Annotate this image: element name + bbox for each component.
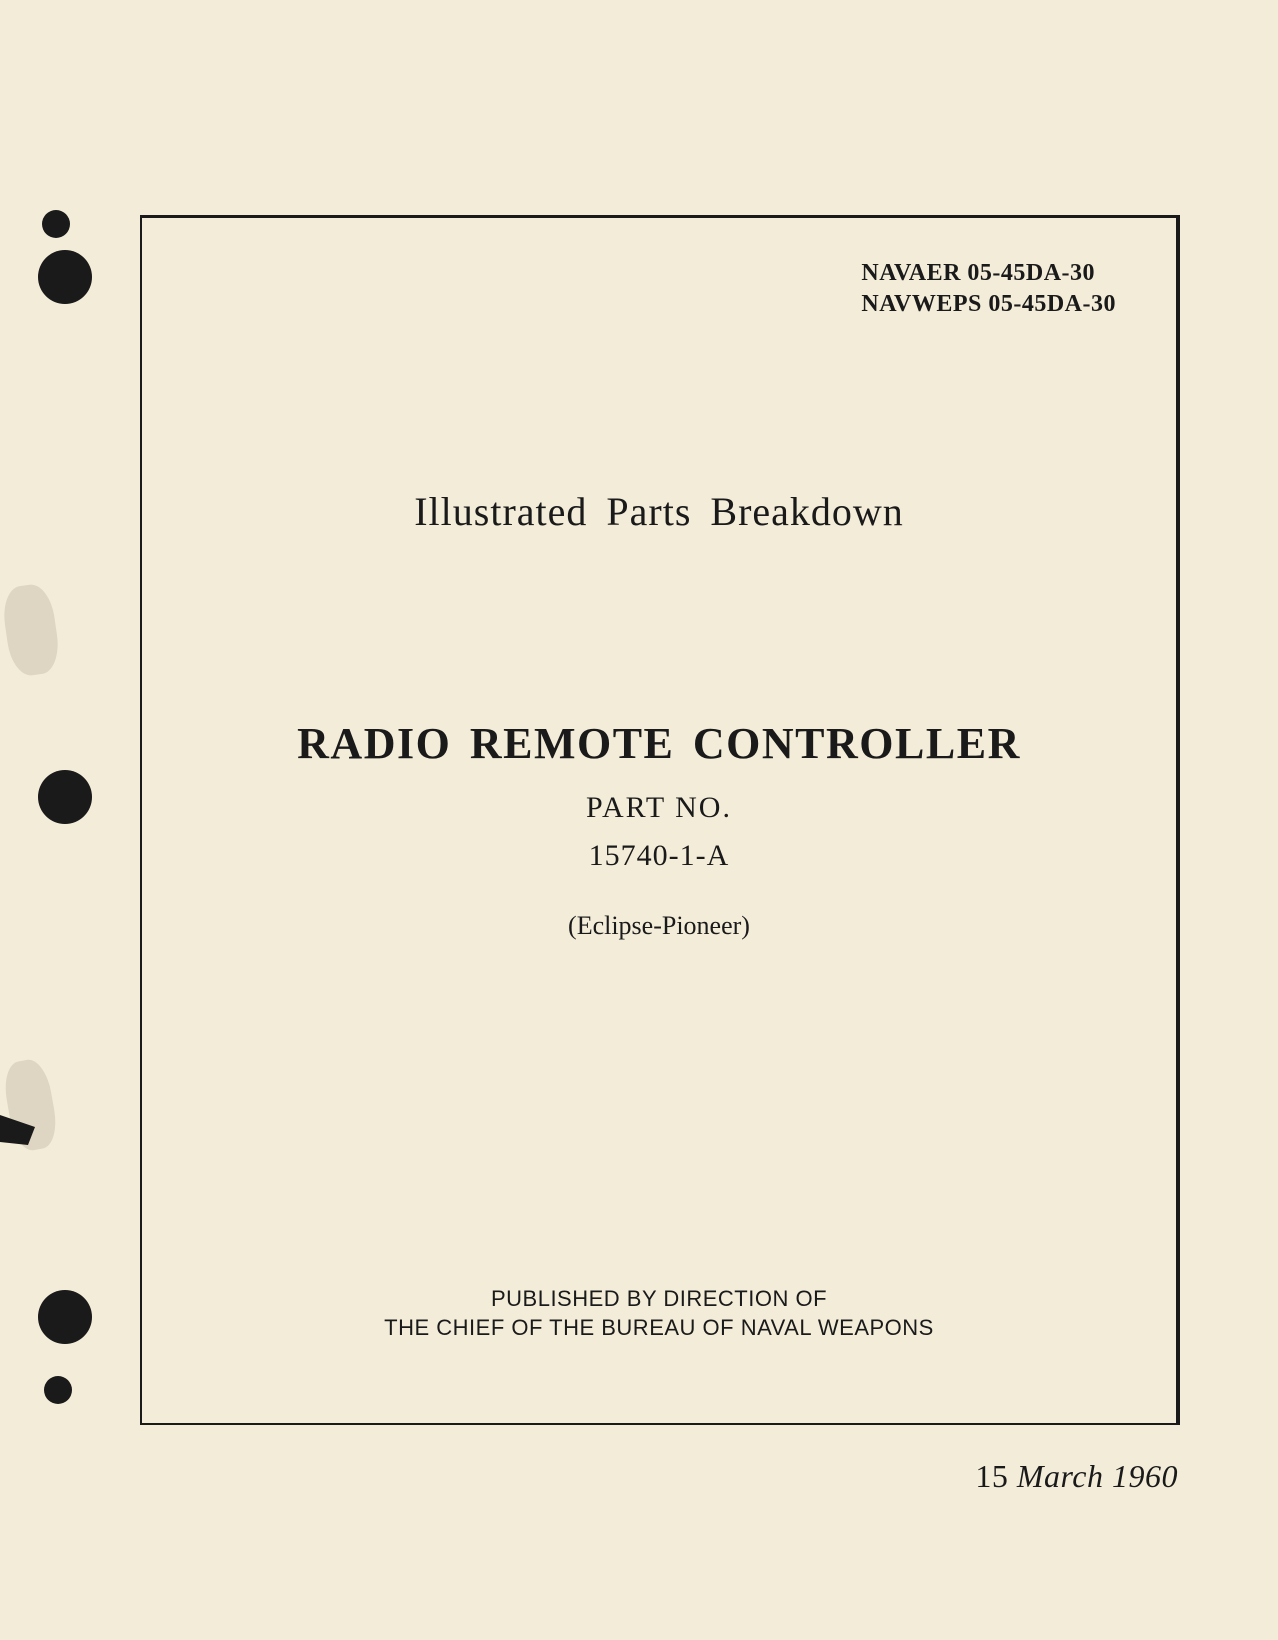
paper-smudge <box>0 582 62 678</box>
frame-inner: NAVAER 05-45DA-30 NAVWEPS 05-45DA-30 Ill… <box>142 218 1176 1423</box>
date-day: 15 <box>975 1458 1008 1494</box>
publisher-line-2: THE CHIEF OF THE BUREAU OF NAVAL WEAPONS <box>142 1313 1176 1343</box>
part-no-value: 15740-1-A <box>142 839 1176 873</box>
date-month-year: March 1960 <box>1017 1458 1178 1494</box>
doc-code-navweps: NAVWEPS 05-45DA-30 <box>861 289 1116 320</box>
publisher-line-1: PUBLISHED BY DIRECTION OF <box>142 1284 1176 1314</box>
publication-date: 15 March 1960 <box>975 1458 1178 1495</box>
punch-hole-icon <box>38 250 92 304</box>
document-codes: NAVAER 05-45DA-30 NAVWEPS 05-45DA-30 <box>861 258 1116 320</box>
punch-hole-icon <box>44 1376 72 1404</box>
punch-hole-icon <box>38 770 92 824</box>
document-title: RADIO REMOTE CONTROLLER <box>142 718 1176 769</box>
doc-code-navaer: NAVAER 05-45DA-30 <box>861 258 1116 289</box>
part-no-label: PART NO. <box>142 791 1176 825</box>
document-page: NAVAER 05-45DA-30 NAVWEPS 05-45DA-30 Ill… <box>0 0 1278 1640</box>
publisher-block: PUBLISHED BY DIRECTION OF THE CHIEF OF T… <box>142 1284 1176 1343</box>
document-heading: Illustrated Parts Breakdown <box>142 488 1176 535</box>
punch-hole-icon <box>42 210 70 238</box>
punch-hole-icon <box>38 1290 92 1344</box>
content-frame: NAVAER 05-45DA-30 NAVWEPS 05-45DA-30 Ill… <box>140 215 1180 1425</box>
main-title-block: RADIO REMOTE CONTROLLER PART NO. 15740-1… <box>142 718 1176 941</box>
heading-block: Illustrated Parts Breakdown <box>142 488 1176 535</box>
manufacturer: (Eclipse-Pioneer) <box>142 911 1176 941</box>
